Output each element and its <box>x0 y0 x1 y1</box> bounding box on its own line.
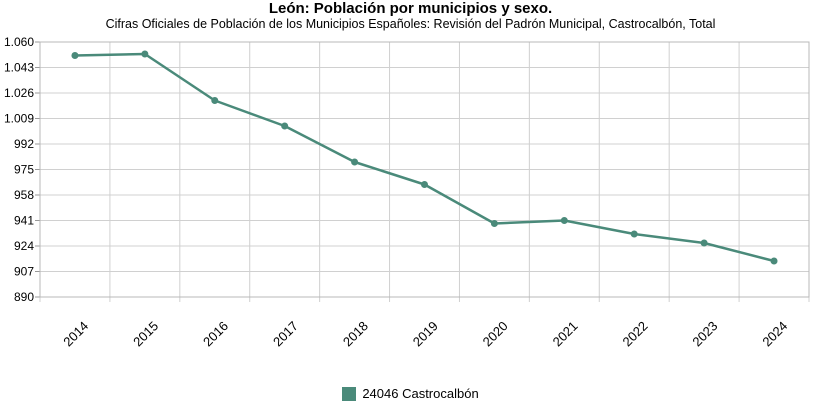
grid-lines <box>39 41 810 302</box>
legend: 24046 Castrocalbón <box>0 386 821 404</box>
data-point[interactable] <box>560 217 568 224</box>
legend-swatch <box>342 386 357 401</box>
x-tick-label: 2019 <box>410 318 441 349</box>
x-tick-label: 2020 <box>480 318 511 349</box>
x-tick-label: 2015 <box>130 318 161 349</box>
y-tick-label: 958 <box>14 188 34 202</box>
y-tick-label: 1.060 <box>4 35 34 49</box>
data-point[interactable] <box>421 181 428 188</box>
y-tick-label: 907 <box>14 265 34 279</box>
x-tick-label: 2023 <box>689 318 720 349</box>
y-tick-label: 941 <box>14 214 34 228</box>
data-point[interactable] <box>700 239 708 247</box>
x-tick-label: 2021 <box>550 318 581 349</box>
data-point[interactable] <box>211 97 219 104</box>
x-tick-label: 2024 <box>759 318 790 349</box>
y-tick-label: 975 <box>14 163 34 177</box>
series-layer <box>71 50 778 265</box>
data-point[interactable] <box>490 220 498 227</box>
y-tick-label: 890 <box>14 290 34 304</box>
x-tick-label: 2017 <box>270 318 301 349</box>
data-point[interactable] <box>770 257 778 265</box>
y-tick-label: 992 <box>14 137 34 151</box>
data-point[interactable] <box>71 52 79 59</box>
legend-label[interactable]: 24046 Castrocalbón <box>362 386 479 401</box>
plot-area-border <box>39 41 810 298</box>
chart-title: León: Población por municipios y sexo. <box>268 0 553 17</box>
x-tick-label: 2014 <box>60 318 91 349</box>
y-tick-label: 924 <box>14 239 34 253</box>
y-axis-ticks: 1.060 1.043 1.026 1.009 992 975 958 941 924 907 89… <box>4 35 40 304</box>
data-point[interactable] <box>630 230 638 238</box>
y-tick-label: 1.026 <box>4 86 34 100</box>
y-tick-label: 1.043 <box>4 61 34 75</box>
data-point[interactable] <box>281 122 289 130</box>
y-tick-label: 1.009 <box>4 112 34 126</box>
x-tick-label: 2022 <box>620 318 651 349</box>
data-point[interactable] <box>141 50 149 58</box>
data-point[interactable] <box>351 158 359 166</box>
chart-subtitle: Cifras Oficiales de Población de los Mun… <box>105 17 716 31</box>
x-axis-ticks: 2014 2015 2016 2017 2018 2019 2020 2021 2022 2023… <box>60 318 790 349</box>
x-tick-label: 2018 <box>340 318 371 349</box>
x-tick-label: 2016 <box>200 318 231 349</box>
